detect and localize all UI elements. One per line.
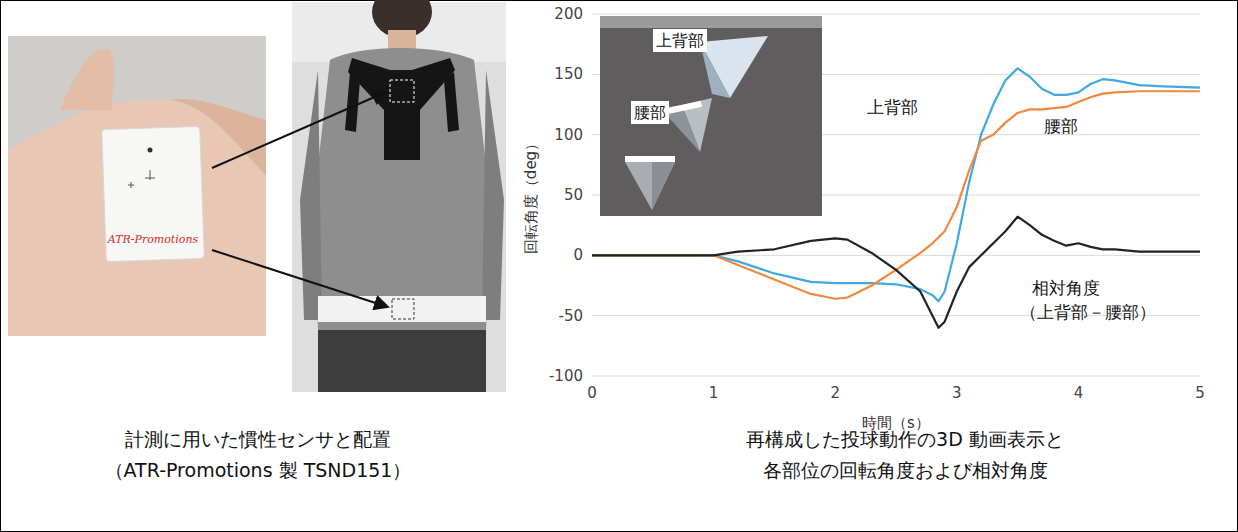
arrow <box>212 92 386 168</box>
sensor-axes <box>128 170 155 188</box>
y-axis-title: 回転角度（deg） <box>522 136 540 254</box>
caption: 各部位の回転角度および相対角度 <box>763 459 1048 481</box>
series-label: 相対角度 （上背部－腰部） <box>1020 278 1156 322</box>
inset-label: 上背部 <box>656 31 704 50</box>
y-tick-label: 0 <box>573 246 583 264</box>
upper-back-body <box>700 36 768 98</box>
pants <box>318 330 486 392</box>
inset-bg <box>600 16 822 216</box>
series-label-line: （上背部－腰部） <box>1020 302 1156 322</box>
x-tick-label: 1 <box>709 384 719 402</box>
figure: ATR-Promotions 計測に用いた慣性センサと配置 （ATR-Promoti… <box>0 0 1238 532</box>
y-tick-label: 200 <box>554 5 583 23</box>
photo-panel: ATR-Promotions <box>8 0 506 392</box>
series-label-line: 相対角度 <box>1032 278 1100 298</box>
hand <box>8 99 266 336</box>
series-label: 上背部 <box>867 97 918 117</box>
grid-line <box>592 14 1200 15</box>
sensor <box>102 126 205 261</box>
series-label: 腰部 <box>1044 116 1078 136</box>
y-tick-label: -50 <box>559 307 584 325</box>
hand-photo-bg <box>8 36 266 336</box>
y-tick-label: 150 <box>554 65 583 83</box>
y-tick-label: -100 <box>549 367 583 385</box>
series-line <box>592 91 1200 299</box>
x-tick-label: 3 <box>952 384 962 402</box>
sensor-position-upper <box>390 80 414 102</box>
y-tick-label: 50 <box>564 186 583 204</box>
thumb <box>60 49 115 110</box>
neck <box>388 30 416 50</box>
inset-label-bg <box>653 29 707 52</box>
series-line <box>592 68 1200 301</box>
inset-label: 腰部 <box>634 103 666 122</box>
x-axis-title: 時間（s） <box>862 414 930 432</box>
sensor-dot <box>148 148 153 153</box>
x-tick-label: 5 <box>1195 384 1205 402</box>
lines <box>592 68 1200 327</box>
arrow <box>212 250 388 307</box>
caption: 計測に用いた慣性センサと配置 <box>125 428 391 450</box>
pelvis-plate <box>625 156 675 162</box>
pelvis-body <box>625 162 675 210</box>
inset-3d-view: 上背部腰部 <box>600 16 822 216</box>
sensor-position-lower <box>392 299 414 319</box>
caption: （ATR-Promotions 製 TSND151） <box>105 459 412 481</box>
sweater <box>314 48 490 330</box>
series-label-line: 腰部 <box>1044 116 1078 136</box>
pelvis-side <box>652 162 675 210</box>
harness <box>348 58 455 160</box>
sensor-brand: ATR-Promotions <box>107 233 199 246</box>
x-tick-label: 4 <box>1074 384 1084 402</box>
inset-top <box>600 16 822 28</box>
grid-line <box>592 376 1200 377</box>
inset-label-bg <box>631 101 669 124</box>
series-label-line: 上背部 <box>867 97 918 117</box>
y-tick-label: 100 <box>554 126 583 144</box>
frame <box>1 1 1238 532</box>
series-line <box>592 217 1200 328</box>
person-photo-bg <box>292 2 506 392</box>
chart: -100 -50 0 50 100 150 200 0 1 2 3 4 5 時間（s） 回転角度（deg） 上… <box>522 5 1205 432</box>
x-tick-label: 0 <box>587 384 597 402</box>
x-tick-label: 2 <box>830 384 840 402</box>
belt <box>318 296 486 322</box>
